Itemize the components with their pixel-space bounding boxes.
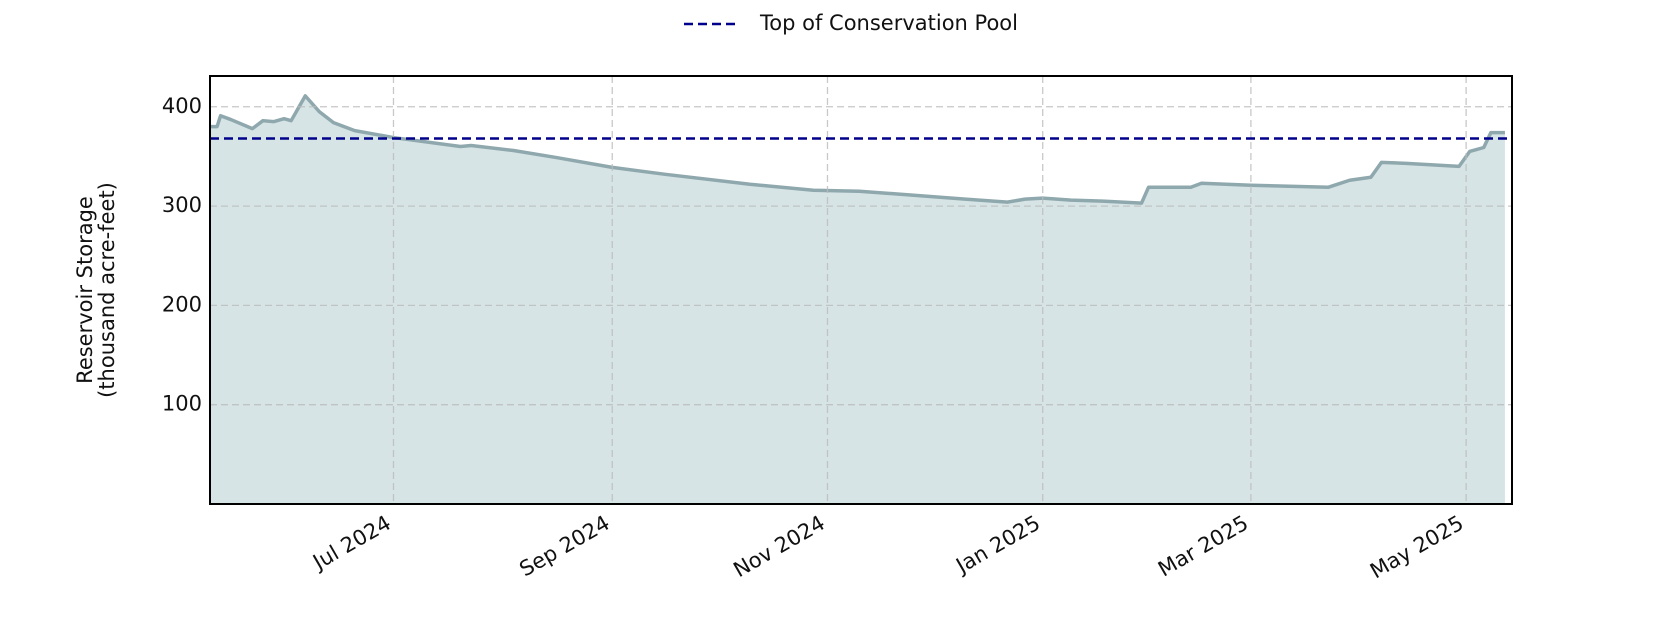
x-tick-label: Jan 2025 [950,511,1044,579]
x-tick-label: Jul 2024 [307,511,395,576]
area-fill [210,95,1505,505]
y-axis-label: (thousand acre-feet) [95,182,119,398]
x-tick-label: Sep 2024 [515,511,613,582]
legend-label: Top of Conservation Pool [759,11,1018,35]
y-tick-label: 100 [162,392,202,416]
y-tick-label: 300 [162,193,202,217]
y-axis-label: Reservoir Storage [73,196,97,384]
x-tick-label: Nov 2024 [729,511,829,582]
line [210,94,1505,205]
y-tick-label: 400 [162,94,202,118]
plot-frame [209,75,1513,505]
x-tick-label: Mar 2025 [1154,511,1252,582]
y-tick-label: 200 [162,292,202,316]
x-tick-label: May 2025 [1366,511,1468,584]
